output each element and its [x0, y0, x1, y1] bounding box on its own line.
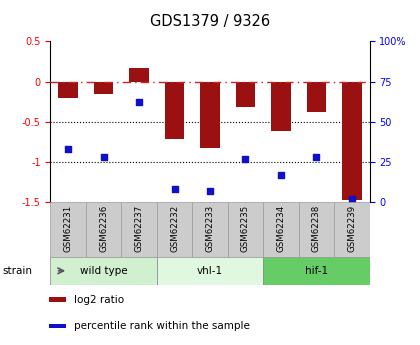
Bar — [165, 81, 184, 139]
Point — [207, 188, 213, 193]
Text: GSM62238: GSM62238 — [312, 205, 321, 252]
Point — [136, 100, 142, 105]
Bar — [263, 257, 370, 285]
Text: wild type: wild type — [80, 266, 127, 276]
Text: GSM62233: GSM62233 — [205, 205, 215, 252]
Point — [65, 146, 71, 152]
Text: GDS1379 / 9326: GDS1379 / 9326 — [150, 14, 270, 29]
Point — [242, 156, 249, 161]
Bar — [228, 202, 263, 257]
Bar — [49, 297, 66, 302]
Point — [349, 196, 355, 201]
Text: vhl-1: vhl-1 — [197, 266, 223, 276]
Text: log2 ratio: log2 ratio — [74, 295, 124, 305]
Bar — [157, 202, 192, 257]
Point — [313, 154, 320, 160]
Bar — [271, 81, 291, 131]
Text: GSM62239: GSM62239 — [347, 205, 356, 252]
Text: GSM62232: GSM62232 — [170, 205, 179, 252]
Bar — [58, 81, 78, 98]
Bar — [299, 202, 334, 257]
Text: GSM62231: GSM62231 — [64, 205, 73, 252]
Bar — [192, 202, 228, 257]
Bar — [121, 202, 157, 257]
Bar — [94, 81, 113, 93]
Bar — [50, 257, 157, 285]
Bar — [200, 81, 220, 148]
Bar — [49, 324, 66, 328]
Text: strain: strain — [2, 266, 32, 276]
Bar — [263, 202, 299, 257]
Point — [171, 186, 178, 192]
Bar — [129, 68, 149, 81]
Bar — [236, 81, 255, 107]
Bar — [342, 81, 362, 200]
Text: GSM62235: GSM62235 — [241, 205, 250, 252]
Bar — [307, 81, 326, 112]
Bar — [50, 202, 86, 257]
Point — [278, 172, 284, 177]
Text: GSM62236: GSM62236 — [99, 205, 108, 252]
Bar — [334, 202, 370, 257]
Bar — [86, 202, 121, 257]
Bar — [157, 257, 263, 285]
Text: hif-1: hif-1 — [305, 266, 328, 276]
Text: GSM62237: GSM62237 — [134, 205, 144, 252]
Text: percentile rank within the sample: percentile rank within the sample — [74, 321, 250, 331]
Text: GSM62234: GSM62234 — [276, 205, 286, 252]
Point — [100, 154, 107, 160]
